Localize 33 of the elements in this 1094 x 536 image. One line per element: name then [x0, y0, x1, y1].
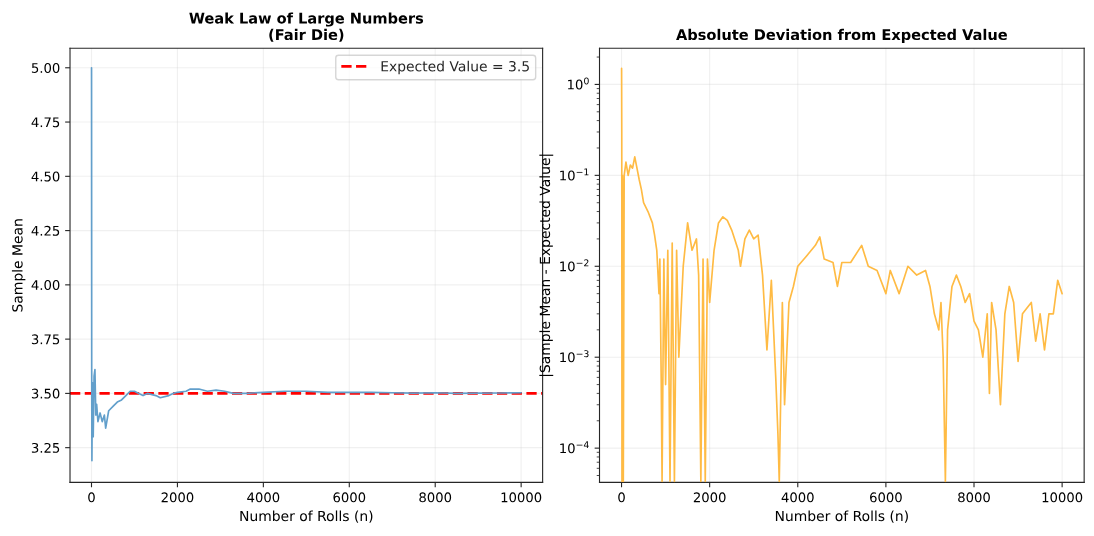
y-axis-title: Sample Mean — [11, 219, 26, 312]
y-tick-label: 3.75 — [31, 334, 60, 345]
y-tick-label: 3.25 — [31, 442, 60, 453]
x-tick-label: 2000 — [693, 492, 726, 503]
chart-title: Absolute Deviation from Expected Value — [676, 28, 1007, 43]
y-axis-title: |Sample Mean - Expected Value| — [539, 154, 554, 376]
x-axis-title: Number of Rolls (n) — [775, 510, 908, 523]
x-axis-title: Number of Rolls (n) — [240, 510, 373, 523]
y-tick-label: 3.50 — [31, 388, 60, 399]
y-tick-label: 10$^{−4}$ — [560, 441, 589, 454]
y-tick-label: 10$^{0}$ — [568, 77, 589, 90]
x-tick-label: 10000 — [501, 492, 542, 503]
legend-label: Expected Value = 3.5 — [381, 60, 529, 75]
y-tick-label: 10$^{−3}$ — [560, 350, 589, 363]
x-tick-label: 8000 — [958, 492, 990, 503]
y-tick-label: 5.00 — [31, 63, 60, 73]
chart-title: Weak Law of Large Numbers (Fair Die) — [189, 12, 424, 42]
line-series — [620, 67, 1063, 483]
y-tick-label: 4.00 — [31, 280, 60, 291]
y-tick-label: 4.50 — [31, 171, 60, 182]
x-tick-label: 4000 — [247, 492, 280, 503]
x-tick-label: 0 — [618, 492, 625, 503]
x-tick-label: 8000 — [419, 492, 452, 503]
x-tick-label: 0 — [88, 492, 95, 503]
x-tick-label: 2000 — [161, 492, 194, 503]
x-tick-label: 6000 — [870, 492, 902, 503]
x-tick-label: 10000 — [1042, 492, 1083, 503]
y-tick-label: 10$^{−2}$ — [560, 259, 589, 272]
y-tick-label: 4.25 — [31, 225, 60, 236]
x-tick-label: 4000 — [781, 492, 814, 503]
y-tick-label: 4.75 — [31, 117, 60, 128]
y-tick-label: 10$^{−1}$ — [560, 168, 589, 181]
x-tick-label: 6000 — [333, 492, 366, 503]
